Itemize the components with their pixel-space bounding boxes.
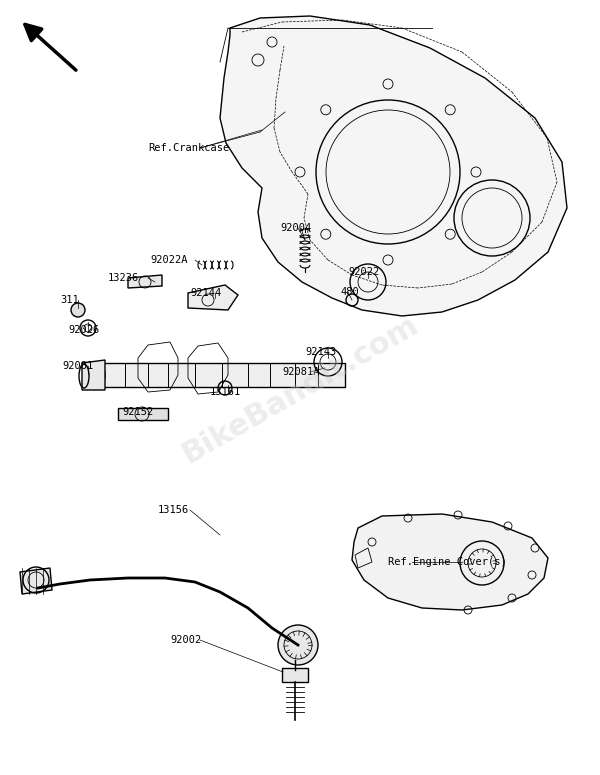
Text: 92081A: 92081A xyxy=(282,367,320,377)
Text: 92081: 92081 xyxy=(62,361,93,371)
Polygon shape xyxy=(188,285,238,310)
Polygon shape xyxy=(82,360,105,390)
Ellipse shape xyxy=(93,363,105,387)
Circle shape xyxy=(278,625,318,665)
Polygon shape xyxy=(282,668,308,682)
Polygon shape xyxy=(128,275,162,288)
Text: 13156: 13156 xyxy=(158,505,189,515)
Polygon shape xyxy=(95,363,345,387)
Text: Ref.Engine Cover(s): Ref.Engine Cover(s) xyxy=(388,557,507,567)
Text: 92143: 92143 xyxy=(305,347,336,357)
Text: BikeBandit.com: BikeBandit.com xyxy=(177,311,423,470)
Polygon shape xyxy=(118,408,168,420)
Text: 92022: 92022 xyxy=(348,267,379,277)
Text: Ref.Crankcase: Ref.Crankcase xyxy=(148,143,229,153)
Circle shape xyxy=(71,303,85,317)
Text: 480: 480 xyxy=(340,287,359,297)
Text: 92026: 92026 xyxy=(68,325,99,335)
Text: 92144: 92144 xyxy=(190,288,221,298)
Text: 92152: 92152 xyxy=(122,407,153,417)
Text: 13161: 13161 xyxy=(210,387,241,397)
Text: 92002: 92002 xyxy=(170,635,201,645)
Polygon shape xyxy=(220,16,567,316)
Polygon shape xyxy=(352,514,548,610)
Text: 13236: 13236 xyxy=(108,273,139,283)
Text: 311: 311 xyxy=(60,295,79,305)
Text: 92004: 92004 xyxy=(280,223,311,233)
Text: 92022A: 92022A xyxy=(150,255,187,265)
Polygon shape xyxy=(20,568,52,594)
